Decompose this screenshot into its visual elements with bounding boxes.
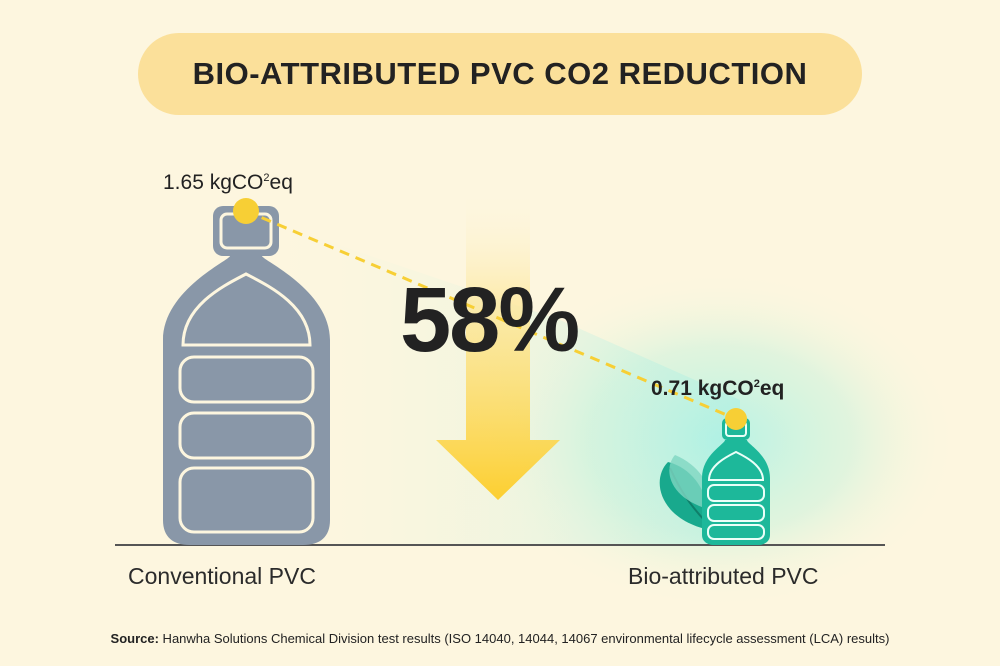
down-arrow-icon	[436, 190, 560, 500]
reduction-connector-line	[245, 209, 737, 421]
source-note: Source: Hanwha Solutions Chemical Divisi…	[0, 631, 1000, 646]
source-text: Hanwha Solutions Chemical Division test …	[158, 631, 890, 646]
reduction-percentage: 58%	[400, 269, 580, 371]
category-label-bio: Bio-attributed PVC	[628, 563, 819, 589]
source-prefix: Source:	[110, 631, 159, 646]
conventional-bottle-icon	[163, 206, 330, 545]
data-label-conventional: 1.65 kgCO2eq	[163, 171, 293, 194]
page-title: BIO-ATTRIBUTED PVC CO2 REDUCTION	[192, 56, 808, 91]
bio-bottle-icon	[702, 418, 770, 545]
data-label-bio: 0.71 kgCO2eq	[651, 377, 785, 400]
superscript-2: 2	[753, 378, 760, 390]
category-label-conventional: Conventional PVC	[128, 563, 316, 589]
value-marker-conventional	[233, 198, 259, 224]
value-marker-bio	[725, 408, 747, 430]
superscript-2: 2	[263, 172, 270, 184]
title-banner: BIO-ATTRIBUTED PVC CO2 REDUCTION	[138, 33, 862, 115]
leaf-icon	[659, 455, 713, 530]
